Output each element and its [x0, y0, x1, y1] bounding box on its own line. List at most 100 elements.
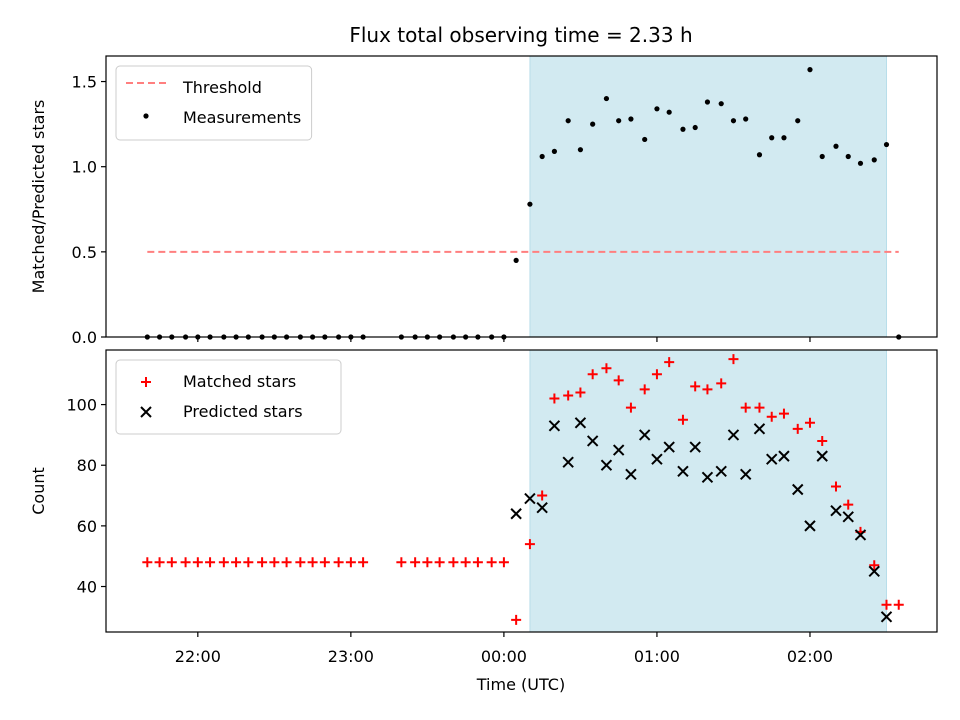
bottom-series-1-point-37	[625, 402, 636, 413]
bottom-series-1-point-3	[166, 557, 177, 568]
top-series-1-point-41	[680, 126, 686, 132]
bottom-series-1-point-5	[192, 557, 203, 568]
top-series-1-point-32	[565, 118, 571, 124]
bottom-series-2-point-10	[625, 468, 637, 481]
bottom-series-2-point-30	[880, 611, 893, 623]
bottom-series-1-point-46	[740, 402, 751, 413]
bottom-series-1-point-26	[486, 557, 497, 568]
bottom-series-1-point-6	[205, 557, 216, 568]
top-series-1-point-48	[769, 135, 775, 141]
x-tick-label-4: 01:00	[634, 647, 680, 666]
bottom-series-2-point-9	[612, 444, 625, 456]
top-legend-label-2: Measurements	[183, 108, 301, 127]
top-panel: 0.0 0.5 1.0 1.5 Matched/Predicted stars Thres…	[29, 55, 938, 347]
top-series-1-point-54	[845, 153, 851, 160]
bottom-series-1-point-16	[333, 557, 344, 568]
bottom-legend-marker-1	[141, 377, 151, 387]
bottom-series-2-point-20	[753, 423, 766, 435]
top-series-1-point-51	[807, 67, 813, 73]
bottom-series-1-point-11	[269, 557, 280, 568]
bottom-series-1-point-31	[549, 393, 560, 404]
bottom-series-2-point-1	[510, 508, 522, 520]
bottom-series-1-point-52	[817, 435, 828, 446]
bottom-series-1-point-47	[754, 402, 765, 413]
bottom-series-1-point-24	[460, 557, 471, 568]
top-series-1-point-44	[718, 101, 724, 107]
bottom-series-2-point-5	[562, 456, 574, 468]
bottom-y-axis-label: Count	[29, 467, 48, 515]
top-legend-label-1: Threshold	[182, 78, 262, 97]
bottom-series-1-point-14	[307, 557, 318, 568]
bottom-series-1-point-13	[295, 557, 306, 568]
bottom-shaded-interval	[529, 349, 887, 633]
bottom-series-1-point-15	[319, 557, 330, 568]
x-tick-label-5: 02:00	[787, 647, 833, 666]
bottom-series-2-point-24	[804, 520, 816, 532]
bottom-series-1-point-10	[257, 557, 268, 568]
bottom-series-1-point-35	[601, 363, 612, 374]
top-series-1-point-33	[577, 147, 584, 153]
bottom-series-2-point-13	[663, 441, 675, 453]
top-series-1-point-45	[730, 118, 737, 124]
bottom-series-1-point-21	[422, 557, 433, 568]
bottom-series-2-point-14	[677, 465, 689, 477]
top-series-1-point-57	[883, 141, 890, 148]
top-series-1-point-34	[590, 121, 596, 127]
bottom-legend-label-1: Matched stars	[183, 372, 296, 391]
bottom-series-2	[510, 417, 893, 623]
bottom-series-1-point-2	[154, 557, 165, 568]
bottom-series-1-point-9	[243, 557, 254, 568]
bottom-y-tick-label-3: 80	[77, 456, 97, 475]
bottom-series-2-point-6	[574, 417, 587, 429]
bottom-series-2-point-3	[536, 501, 548, 514]
top-y-tick-label-2: 0.5	[72, 243, 97, 262]
bottom-series-1-point-36	[613, 375, 624, 386]
bottom-series-2-point-25	[816, 450, 828, 462]
chart-title: Flux total observing time = 2.33 h	[349, 23, 692, 47]
bottom-series-2-point-26	[830, 505, 842, 517]
bottom-legend: Matched stars Predicted stars	[115, 359, 342, 435]
top-shaded-interval	[529, 55, 887, 338]
bottom-y-tick-label-2: 60	[77, 517, 97, 536]
bottom-series-2-point-18	[727, 429, 740, 441]
top-series-1-point-42	[692, 124, 698, 131]
bottom-series-2-point-27	[842, 511, 854, 523]
bottom-series-1-point-49	[778, 408, 789, 419]
bottom-series-1-point-51	[804, 417, 815, 428]
top-legend-box	[115, 65, 313, 141]
bottom-series-1-point-44	[716, 378, 727, 389]
bottom-series-1-point-29	[524, 539, 535, 550]
bottom-series-2-point-19	[739, 468, 752, 481]
top-y-axis-label: Matched/Predicted stars	[29, 100, 48, 294]
top-y-tick-label-3: 1.0	[72, 158, 97, 177]
bottom-series-2-point-16	[701, 471, 714, 484]
top-series-1-point-38	[642, 136, 648, 143]
top-series-1-point-49	[781, 135, 787, 141]
bottom-axes-frame	[105, 349, 938, 633]
bottom-series-1-point-41	[677, 414, 688, 425]
top-legend-marker-2	[143, 113, 149, 119]
bottom-series-1-point-58	[893, 599, 904, 610]
bottom-series-2-point-12	[651, 453, 663, 465]
bottom-panel: 40 60 80 100 22:00 23:00 00:00 01:00 02:00 Count M…	[29, 349, 938, 666]
top-series-1-point-35	[603, 95, 610, 102]
bottom-series-1-point-27	[498, 557, 509, 568]
bottom-series-1-point-40	[664, 357, 675, 368]
bottom-series-1-point-56	[869, 560, 880, 571]
bottom-series-1-point-50	[792, 423, 803, 434]
bottom-series-1-point-45	[728, 354, 739, 365]
bottom-series-2-point-23	[792, 483, 804, 496]
bottom-series-1-point-12	[281, 557, 292, 568]
bottom-series-2-point-8	[600, 459, 613, 471]
x-axis-label: Time (UTC)	[476, 675, 565, 694]
top-series-1-point-52	[819, 153, 825, 160]
top-series-1-point-28	[513, 257, 519, 263]
bottom-series-1-point-43	[702, 384, 713, 395]
top-series-1-point-46	[743, 116, 749, 122]
top-series-1-point-37	[628, 116, 634, 122]
bottom-series-1-point-18	[358, 557, 369, 568]
top-series-1-point-30	[539, 153, 545, 160]
bottom-series-1-point-38	[639, 384, 650, 395]
top-series-1-point-40	[666, 109, 672, 115]
